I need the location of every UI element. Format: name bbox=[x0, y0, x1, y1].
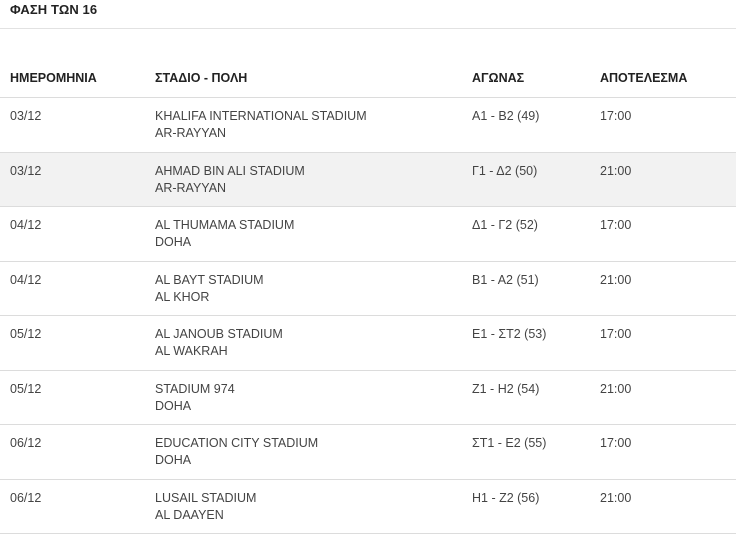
match-pairing: Α1 - Β2 (49) bbox=[472, 109, 540, 123]
stage-title: ΦΑΣΗ ΤΩΝ 16 bbox=[10, 2, 98, 17]
match-result: 21:00 bbox=[600, 490, 632, 505]
table-header: ΗΜΕΡΟΜΗΝΙΑ ΣΤΑΔΙΟ - ΠΟΛΗ ΑΓΩΝΑΣ ΑΠΟΤΕΛΕΣ… bbox=[0, 58, 736, 98]
stadium-name: AHMAD BIN ALI STADIUM bbox=[155, 163, 305, 178]
stadium-name: LUSAIL STADIUM bbox=[155, 490, 257, 505]
match-pairing: Δ1 - Γ2 (52) bbox=[472, 218, 538, 232]
match-venue: EDUCATION CITY STADIUM DOHA bbox=[155, 435, 318, 469]
match-pairing: Ε1 - ΣΤ2 (53) bbox=[472, 327, 547, 341]
match-result: 21:00 bbox=[600, 381, 632, 396]
stadium-name: KHALIFA INTERNATIONAL STADIUM bbox=[155, 109, 367, 123]
venue-city: DOHA bbox=[155, 235, 192, 249]
match-pairing: ΣΤ1 - Ε2 (55) bbox=[472, 436, 547, 450]
venue-city: AL DAAYEN bbox=[155, 507, 224, 522]
column-header-match: ΑΓΩΝΑΣ bbox=[472, 71, 525, 85]
match-result: 17:00 bbox=[600, 436, 632, 450]
table-row: 04/12 AL THUMAMA STADIUM DOHA Δ1 - Γ2 (5… bbox=[0, 207, 736, 262]
column-header-result: ΑΠΟΤΕΛΕΣΜΑ bbox=[600, 71, 688, 85]
match-result: 17:00 bbox=[600, 109, 632, 123]
stadium-name: AL JANOUB STADIUM bbox=[155, 327, 283, 341]
table-row: 03/12 AHMAD BIN ALI STADIUM AR-RAYYAN Γ1… bbox=[0, 152, 736, 207]
column-header-venue: ΣΤΑΔΙΟ - ΠΟΛΗ bbox=[155, 71, 248, 85]
table-row: 06/12 EDUCATION CITY STADIUM DOHA ΣΤ1 - … bbox=[0, 425, 736, 480]
match-result: 17:00 bbox=[600, 327, 632, 341]
venue-city: AL KHOR bbox=[155, 289, 210, 304]
match-venue: AL BAYT STADIUM AL KHOR bbox=[155, 272, 264, 306]
venue-city: AL WAKRAH bbox=[155, 344, 228, 358]
match-date: 04/12 bbox=[10, 272, 42, 287]
match-date: 03/12 bbox=[10, 163, 42, 178]
match-result: 21:00 bbox=[600, 163, 632, 178]
stadium-name: STADIUM 974 bbox=[155, 381, 235, 396]
venue-city: DOHA bbox=[155, 453, 192, 467]
match-pairing: Β1 - Α2 (51) bbox=[472, 272, 539, 287]
match-result: 17:00 bbox=[600, 218, 632, 232]
venue-city: AR-RAYYAN bbox=[155, 180, 227, 195]
table-row: 03/12 KHALIFA INTERNATIONAL STADIUM AR-R… bbox=[0, 98, 736, 153]
stadium-name: AL THUMAMA STADIUM bbox=[155, 218, 295, 232]
match-pairing: Ζ1 - Η2 (54) bbox=[472, 381, 540, 396]
match-result: 21:00 bbox=[600, 272, 632, 287]
match-date: 04/12 bbox=[10, 218, 42, 232]
match-venue: AHMAD BIN ALI STADIUM AR-RAYYAN bbox=[155, 163, 305, 197]
match-date: 06/12 bbox=[10, 436, 42, 450]
table-row: 05/12 STADIUM 974 DOHA Ζ1 - Η2 (54) 21:0… bbox=[0, 371, 736, 425]
match-date: 06/12 bbox=[10, 490, 42, 505]
match-venue: LUSAIL STADIUM AL DAAYEN bbox=[155, 490, 256, 524]
stadium-name: AL BAYT STADIUM bbox=[155, 272, 264, 287]
match-venue: AL JANOUB STADIUM AL WAKRAH bbox=[155, 326, 283, 360]
stadium-name: EDUCATION CITY STADIUM bbox=[155, 436, 319, 450]
match-venue: STADIUM 974 DOHA bbox=[155, 381, 235, 415]
venue-city: AR-RAYYAN bbox=[155, 126, 227, 140]
match-date: 05/12 bbox=[10, 327, 42, 341]
match-date: 03/12 bbox=[10, 109, 42, 123]
fixtures-table: ΗΜΕΡΟΜΗΝΙΑ ΣΤΑΔΙΟ - ΠΟΛΗ ΑΓΩΝΑΣ ΑΠΟΤΕΛΕΣ… bbox=[0, 58, 736, 534]
match-pairing: Γ1 - Δ2 (50) bbox=[472, 163, 538, 178]
venue-city: DOHA bbox=[155, 398, 192, 413]
table-row: 05/12 AL JANOUB STADIUM AL WAKRAH Ε1 - Σ… bbox=[0, 316, 736, 371]
match-date: 05/12 bbox=[10, 381, 42, 396]
match-venue: KHALIFA INTERNATIONAL STADIUM AR-RAYYAN bbox=[155, 108, 367, 142]
match-venue: AL THUMAMA STADIUM DOHA bbox=[155, 217, 294, 251]
title-divider bbox=[0, 28, 736, 29]
table-row: 04/12 AL BAYT STADIUM AL KHOR Β1 - Α2 (5… bbox=[0, 262, 736, 316]
match-pairing: Η1 - Ζ2 (56) bbox=[472, 490, 540, 505]
column-header-date: ΗΜΕΡΟΜΗΝΙΑ bbox=[10, 71, 97, 85]
table-row: 06/12 LUSAIL STADIUM AL DAAYEN Η1 - Ζ2 (… bbox=[0, 480, 736, 534]
